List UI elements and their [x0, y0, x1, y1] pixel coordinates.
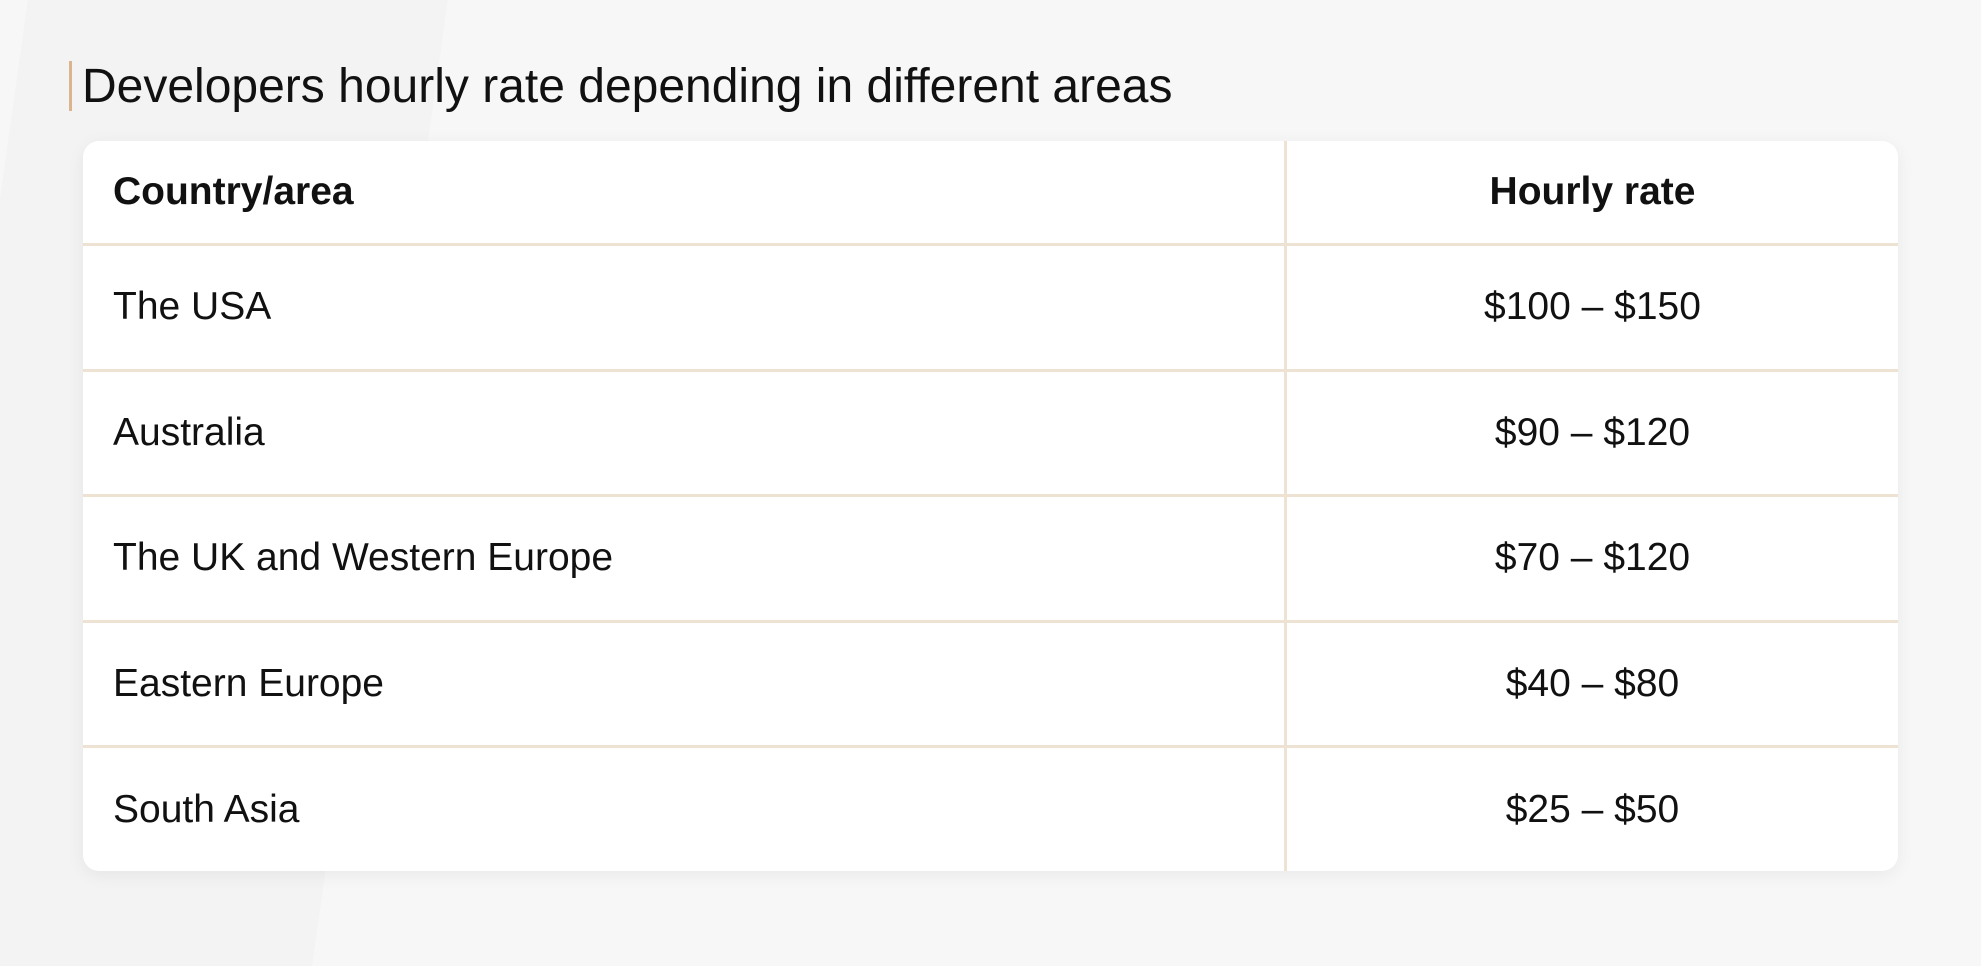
table-body: The USA $100 – $150 Australia $90 – $120 The…: [83, 244, 1898, 871]
rate-cell: $100 – $150: [1285, 244, 1898, 372]
rate-cell: $70 – $120: [1285, 495, 1898, 623]
table-row: The USA $100 – $150: [83, 244, 1898, 372]
table-row: The UK and Western Europe $70 – $120: [83, 495, 1898, 623]
rate-cell: $40 – $80: [1285, 621, 1898, 749]
country-cell: Australia: [83, 370, 1287, 498]
table-row: South Asia $25 – $50: [83, 746, 1898, 871]
title-accent: [69, 61, 72, 111]
country-cell: The UK and Western Europe: [83, 495, 1287, 623]
title-block: Developers hourly rate depending in diff…: [69, 59, 1173, 113]
page-title: Developers hourly rate depending in diff…: [82, 59, 1173, 113]
column-header: Country/area: [83, 141, 1287, 246]
country-cell: The USA: [83, 244, 1287, 372]
table-row: Australia $90 – $120: [83, 370, 1898, 498]
header-row: Country/area Hourly rate: [83, 141, 1898, 246]
country-cell: South Asia: [83, 746, 1287, 871]
rate-cell: $25 – $50: [1505, 787, 1680, 831]
country-cell: Eastern Europe: [83, 621, 1287, 749]
table-card: Country/area Hourly rate The USA $100 – $1…: [83, 141, 1898, 871]
rate-cell: $90 – $120: [1285, 370, 1898, 498]
table-row: Eastern Europe $40 – $80: [83, 621, 1898, 749]
rate-table: Country/area Hourly rate The USA $100 – $1…: [83, 141, 1898, 871]
column-header: Hourly rate: [1285, 141, 1898, 246]
